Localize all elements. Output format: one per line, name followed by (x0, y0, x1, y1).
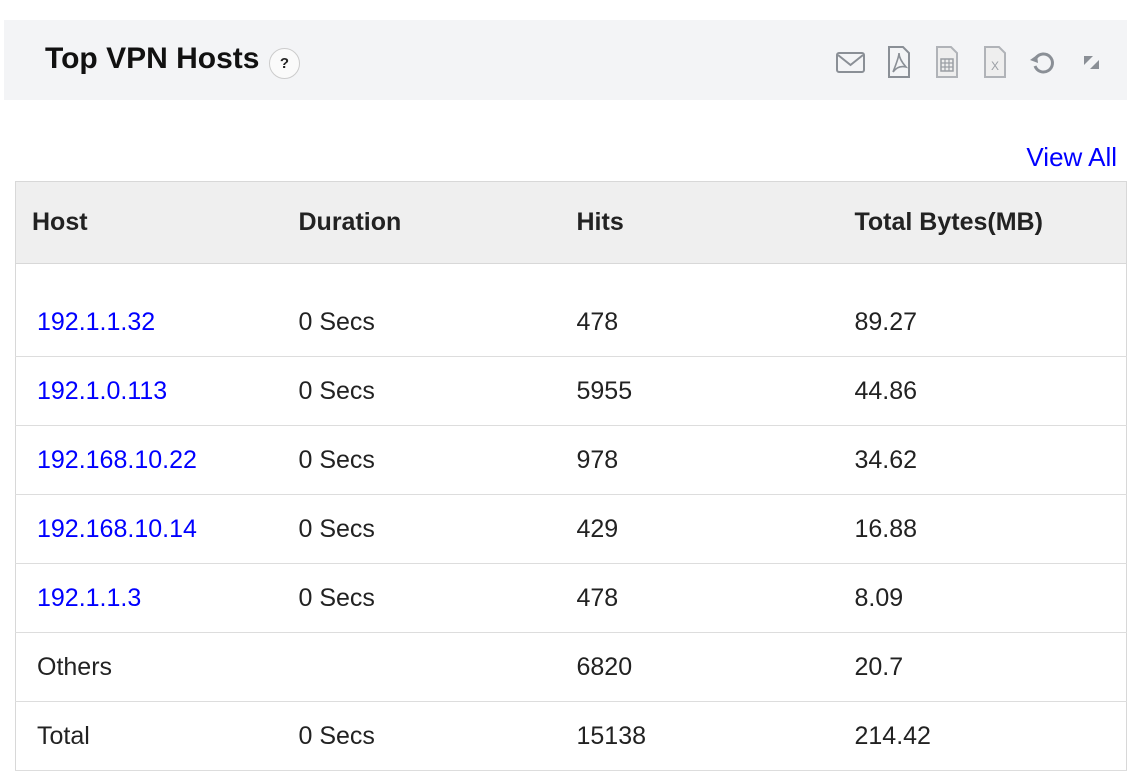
column-header-hits[interactable]: Hits (576, 181, 855, 264)
widget-header: Top VPN Hosts ? X (4, 20, 1127, 100)
refresh-icon[interactable] (1027, 45, 1059, 79)
host-cell[interactable]: 192.1.1.32 (15, 263, 299, 357)
total-bytes-cell: 44.86 (854, 356, 1127, 426)
total-bytes-cell: 34.62 (854, 425, 1127, 495)
table-row: 192.168.10.14 0 Secs 429 16.88 (15, 494, 1127, 564)
hits-cell: 5955 (576, 356, 855, 426)
pdf-icon[interactable] (883, 45, 915, 79)
hits-cell: 478 (576, 563, 855, 633)
table-row: Total 0 Secs 15138 214.42 (15, 701, 1127, 771)
view-all-link[interactable]: View All (1026, 142, 1117, 172)
host-cell: Others (15, 632, 299, 702)
svg-text:X: X (991, 59, 999, 73)
hits-cell: 429 (576, 494, 855, 564)
table-row: Others 6820 20.7 (15, 632, 1127, 702)
table-row: 192.1.1.3 0 Secs 478 8.09 (15, 563, 1127, 633)
expand-icon[interactable] (1075, 45, 1107, 79)
widget-title: Top VPN Hosts (45, 42, 260, 75)
total-bytes-cell: 89.27 (854, 263, 1127, 357)
host-cell[interactable]: 192.168.10.14 (15, 494, 299, 564)
column-header-host[interactable]: Host (15, 181, 299, 264)
mail-icon[interactable] (835, 45, 867, 79)
total-bytes-cell: 20.7 (854, 632, 1127, 702)
hits-cell: 15138 (576, 701, 855, 771)
table-row: 192.168.10.22 0 Secs 978 34.62 (15, 425, 1127, 495)
host-cell: Total (15, 701, 299, 771)
total-bytes-cell: 214.42 (854, 701, 1127, 771)
host-cell[interactable]: 192.1.1.3 (15, 563, 299, 633)
host-cell[interactable]: 192.168.10.22 (15, 425, 299, 495)
hits-cell: 6820 (576, 632, 855, 702)
duration-cell: 0 Secs (298, 356, 577, 426)
column-header-total-bytes[interactable]: Total Bytes(MB) (854, 181, 1127, 264)
table-row: 192.1.1.32 0 Secs 478 89.27 (15, 263, 1127, 357)
duration-cell: 0 Secs (298, 563, 577, 633)
total-bytes-cell: 8.09 (854, 563, 1127, 633)
vpn-hosts-table: Host Duration Hits Total Bytes(MB) 192.1… (15, 181, 1127, 771)
csv-icon[interactable] (931, 45, 963, 79)
table-header-row: Host Duration Hits Total Bytes(MB) (15, 181, 1127, 264)
duration-cell: 0 Secs (298, 701, 577, 771)
hits-cell: 478 (576, 263, 855, 357)
duration-cell: 0 Secs (298, 263, 577, 357)
table-row: 192.1.0.113 0 Secs 5955 44.86 (15, 356, 1127, 426)
duration-cell (298, 632, 577, 702)
host-cell[interactable]: 192.1.0.113 (15, 356, 299, 426)
duration-cell: 0 Secs (298, 425, 577, 495)
column-header-duration[interactable]: Duration (298, 181, 577, 264)
total-bytes-cell: 16.88 (854, 494, 1127, 564)
hits-cell: 978 (576, 425, 855, 495)
help-icon[interactable]: ? (269, 48, 300, 79)
duration-cell: 0 Secs (298, 494, 577, 564)
excel-icon[interactable]: X (979, 45, 1011, 79)
